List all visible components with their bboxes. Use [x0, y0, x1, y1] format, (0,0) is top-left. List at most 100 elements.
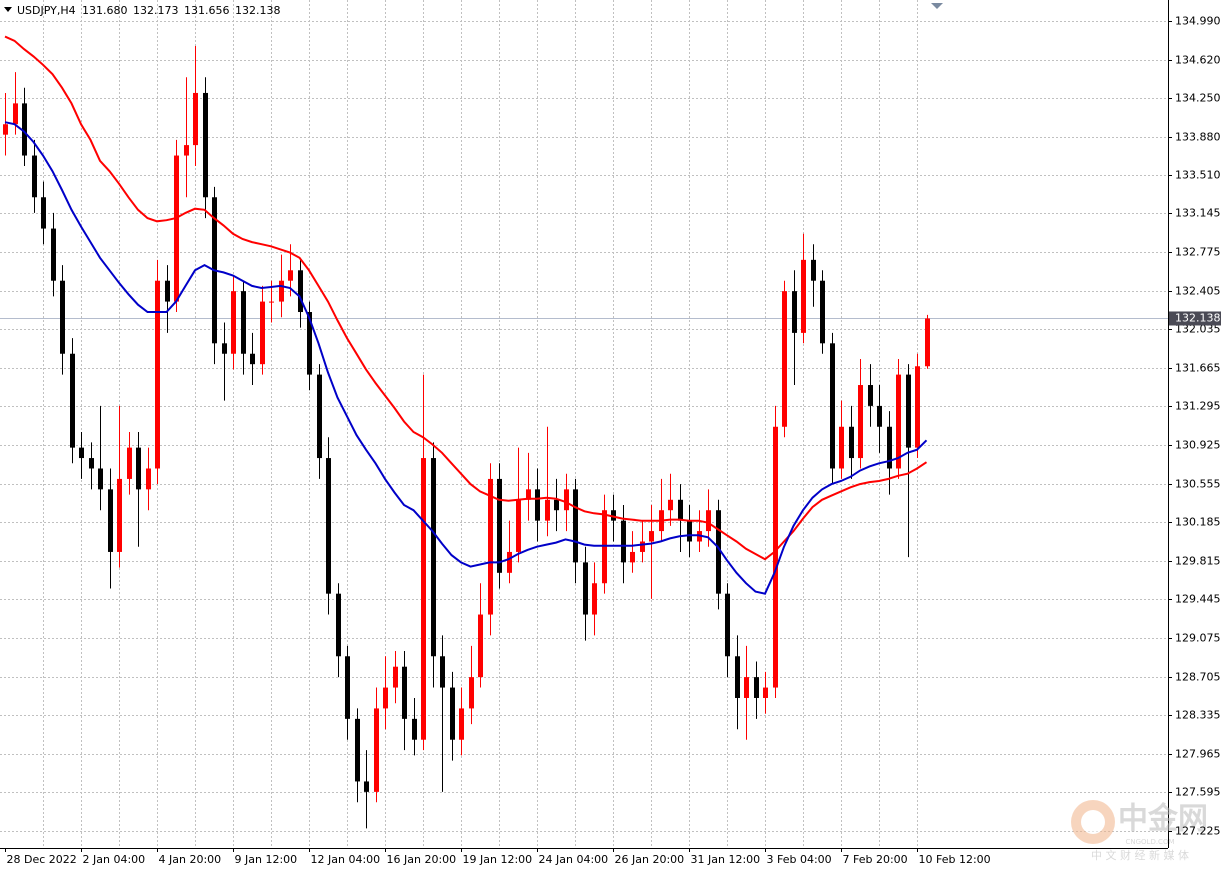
candle-body [79, 447, 84, 459]
candle-body [459, 708, 464, 740]
candle-body [849, 426, 854, 459]
candle-body [146, 468, 151, 490]
candle-body [564, 489, 569, 511]
candle-body [488, 478, 493, 615]
y-tick-label: 128.335 [1175, 709, 1221, 722]
y-tick-label: 129.445 [1175, 593, 1221, 606]
watermark-logo-inner [1081, 810, 1105, 834]
candle-body [754, 677, 759, 698]
candle-body [3, 124, 8, 135]
x-tick-label: 28 Dec 2022 [7, 853, 77, 866]
candle-body [554, 499, 559, 511]
candle-body [41, 197, 46, 229]
candle-body [630, 551, 635, 563]
y-tick-label: 131.665 [1175, 362, 1221, 375]
candle-body [374, 708, 379, 792]
y-tick-label: 129.815 [1175, 555, 1221, 568]
x-tick-label: 2 Jan 04:00 [83, 853, 146, 866]
candle-body [573, 489, 578, 563]
candle-body [792, 291, 797, 333]
candle-body [716, 510, 721, 594]
y-tick-label: 132.035 [1175, 323, 1221, 336]
menu-arrow[interactable] [4, 7, 12, 12]
candle-body [526, 489, 531, 500]
candle-body [782, 291, 787, 427]
ohlc-label: 132.138 [235, 4, 281, 17]
candle-body [298, 270, 303, 313]
candle-body [668, 499, 673, 511]
candle-body [925, 318, 930, 367]
candle-body [231, 291, 236, 354]
x-tick-label: 19 Jan 12:00 [463, 853, 533, 866]
y-tick-label: 133.145 [1175, 207, 1221, 220]
candle-body [260, 301, 265, 365]
candle-body [868, 385, 873, 406]
candle-body [687, 520, 692, 542]
candle-body [535, 489, 540, 521]
candle-body [89, 458, 94, 469]
last-price-box [1169, 311, 1221, 326]
y-tick-label: 128.705 [1175, 671, 1221, 684]
candle-body [592, 583, 597, 615]
candle-body [621, 520, 626, 563]
candle-body [402, 666, 407, 719]
candle-body [393, 666, 398, 688]
watermark-url: CNGOLD.COM [1125, 838, 1174, 846]
x-tick-label: 24 Jan 04:00 [539, 853, 609, 866]
candle-body [165, 280, 170, 302]
y-tick-label: 127.965 [1175, 748, 1221, 761]
candle-body [725, 593, 730, 657]
candle-body [801, 259, 806, 333]
candle-body [336, 593, 341, 657]
grid [0, 0, 1168, 848]
x-tick-label: 7 Feb 20:00 [843, 853, 908, 866]
candle-body [203, 92, 208, 198]
candle-body [184, 145, 189, 156]
candle-body [497, 478, 502, 573]
candle-body [70, 353, 75, 448]
watermark: 中金网 CNGOLD.COM 中 文 财 经 新 媒 体 [1071, 800, 1208, 862]
shift-marker[interactable] [931, 3, 943, 9]
candle-body [763, 687, 768, 698]
moving-average [4, 121, 928, 595]
candle-body [127, 447, 132, 479]
y-tick-label: 133.880 [1175, 131, 1221, 144]
candle-body [193, 92, 198, 146]
candle-body [507, 551, 512, 573]
candle-body [516, 499, 521, 552]
x-tick-label: 4 Jan 20:00 [159, 853, 222, 866]
candle-body [678, 499, 683, 521]
candle-body [98, 468, 103, 490]
candle-body [611, 510, 616, 521]
candle-body [887, 426, 892, 469]
candle-body [421, 458, 426, 740]
y-tick-label: 131.295 [1175, 400, 1221, 413]
candle-body [820, 280, 825, 344]
candle-body [602, 510, 607, 584]
y-tick-label: 132.775 [1175, 246, 1221, 259]
candle-body [345, 656, 350, 719]
plot [0, 35, 1168, 829]
x-tick-label: 3 Feb 04:00 [767, 853, 832, 866]
candle-body [22, 103, 27, 156]
candle-body [773, 426, 778, 688]
candle-body [858, 385, 863, 459]
y-tick-label: 134.620 [1175, 54, 1221, 67]
candle-body [326, 458, 331, 594]
candle-body [839, 426, 844, 469]
x-tick-label: 12 Jan 04:00 [311, 853, 381, 866]
candle-body [706, 510, 711, 532]
x-tick-label: 10 Feb 12:00 [919, 853, 991, 866]
candle-body [136, 447, 141, 490]
candle-body [117, 478, 122, 552]
ohlc-label: 131.680 [82, 4, 128, 17]
y-tick-label: 132.405 [1175, 285, 1221, 298]
candle-body [583, 562, 588, 615]
candle-body [222, 343, 227, 354]
candle-body [640, 541, 645, 552]
candle-body [478, 614, 483, 678]
candle-body [108, 489, 113, 552]
watermark-logo: 中金网 [1118, 802, 1208, 837]
candle-body [317, 374, 322, 459]
candle-body [364, 781, 369, 792]
